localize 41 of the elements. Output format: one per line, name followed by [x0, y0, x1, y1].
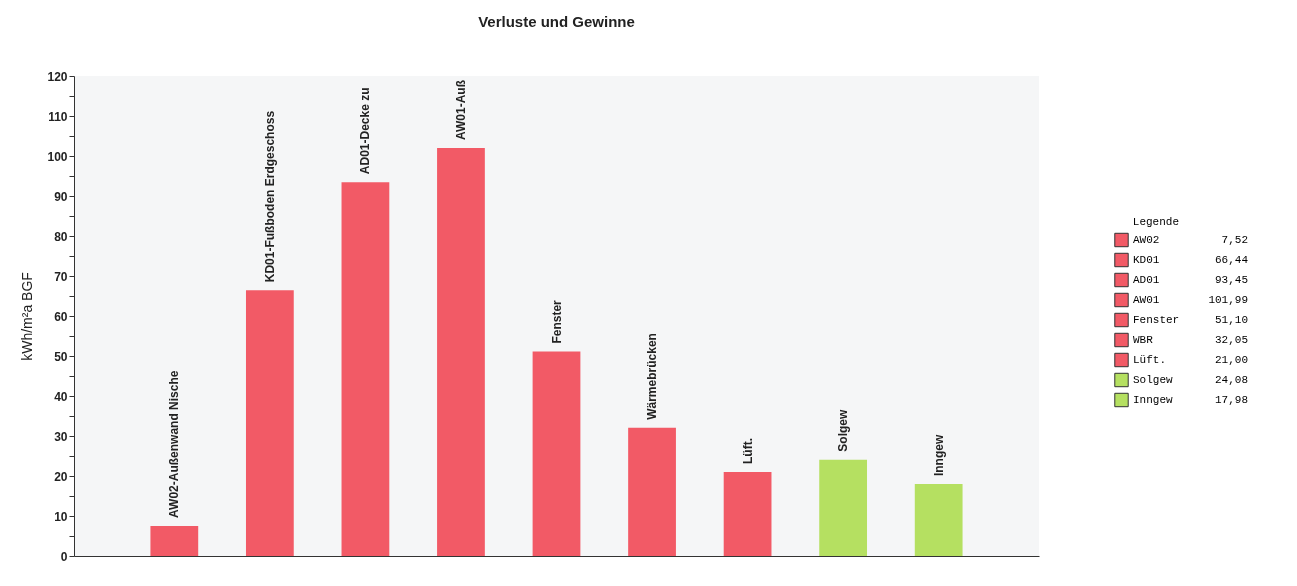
x-tick-label: Wärmebrücken [645, 333, 660, 420]
x-tick-label: AW01-Auß [453, 80, 468, 141]
legend-label: AW02 [1133, 234, 1160, 246]
text: 7,52 [1221, 234, 1248, 246]
y-tick-label: 20 [54, 469, 68, 484]
x-tick-label: AW02-Außenwand Nische [167, 370, 182, 518]
y-tick-label: 90 [54, 189, 68, 204]
text: 93,45 [1214, 274, 1248, 286]
legend-label: KD01 [1133, 254, 1160, 266]
y-tick-label: 0 [60, 549, 68, 564]
y-tick-label: 60 [54, 309, 68, 324]
text: 32,05 [1214, 334, 1248, 346]
legend-label: AD01 [1133, 274, 1160, 286]
text: 51,10 [1214, 314, 1248, 326]
y-tick-label: 10 [54, 509, 68, 524]
y-tick-label: 50 [54, 349, 68, 364]
legend-label: Fenster [1133, 314, 1180, 326]
legend-label: WBR [1133, 334, 1154, 346]
y-tick-label: 30 [54, 429, 68, 444]
chart-title: Verluste und Gewinne [478, 13, 635, 30]
y-tick-label: 110 [48, 109, 68, 124]
text: 24,08 [1214, 374, 1248, 386]
text: 21,00 [1214, 354, 1248, 366]
legend-label: Lüft. [1133, 354, 1167, 366]
legend-title: Legende [1132, 216, 1179, 228]
x-tick-label: Inngew [931, 434, 946, 477]
x-tick-label: KD01-Fußboden Erdgeschoss [262, 110, 277, 283]
x-tick-label: Lüft. [740, 438, 755, 464]
text: 66,44 [1214, 254, 1249, 266]
y-tick-label: 100 [47, 149, 68, 164]
y-tick-label: 70 [54, 269, 68, 284]
x-tick-label: AD01-Decke zu [358, 87, 373, 175]
text: 101,99 [1208, 294, 1248, 306]
x-tick-label: Solgew [836, 409, 851, 452]
y-tick-label: 40 [54, 389, 68, 404]
legend-label: Inngew [1133, 394, 1174, 406]
y-axis-title: kWh/m²a BGF [19, 272, 36, 361]
y-tick-label: 80 [54, 229, 68, 244]
legend-label: AW01 [1133, 294, 1160, 306]
y-tick-label: 120 [47, 69, 68, 84]
text: 17,98 [1214, 394, 1248, 406]
